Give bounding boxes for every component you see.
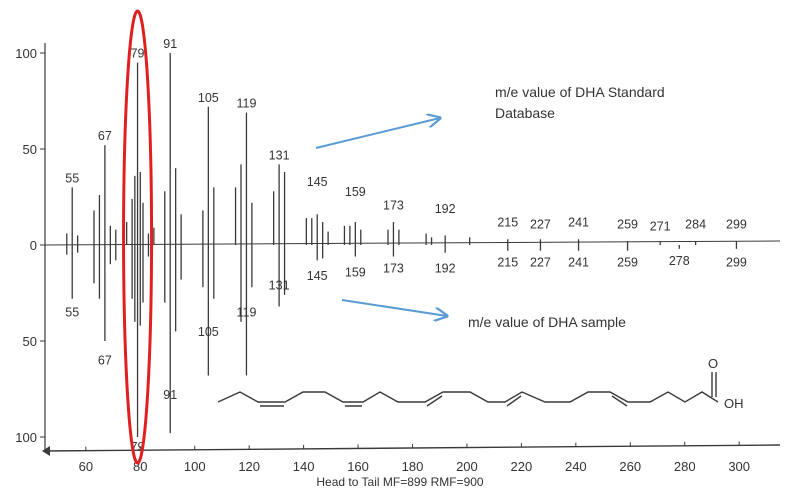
peak-label-67: 67 [98,129,112,143]
peak-label-67: 67 [98,354,112,368]
peak-label-192: 192 [435,202,456,216]
x-tick-label: 220 [511,459,533,474]
peak-label-159: 159 [345,185,366,199]
peak-label-55: 55 [65,171,79,185]
peak-label-119: 119 [236,306,256,320]
peak-label-91: 91 [163,388,177,402]
x-tick-label: 100 [184,459,206,474]
y-tick-label: 0 [30,238,37,253]
y-tick-label: 100 [15,430,37,445]
x-tick-label: 120 [238,459,260,474]
peak-label-278: 278 [669,254,690,268]
structure-hydroxyl-label: OH [724,396,744,411]
x-tick-label: 200 [456,459,478,474]
x-axis-arrow-icon [42,446,50,456]
y-tick-label: 50 [23,334,37,349]
x-tick-label: 300 [728,459,750,474]
peak-label-215: 215 [497,256,518,270]
match-score-footer: Head to Tail MF=899 RMF=900 [316,475,484,489]
peak-label-215: 215 [497,216,518,230]
peak-label-105: 105 [198,325,219,339]
highlight-ellipse [122,9,154,465]
annotation-standard-line1: m/e value of DHA Standard [495,84,665,100]
peak-label-79: 79 [131,47,145,61]
peak-label-173: 173 [383,261,404,275]
peak-label-105: 105 [198,91,219,105]
peak-label-271: 271 [650,219,671,233]
peak-label-55: 55 [65,306,79,320]
x-tick-label: 160 [347,459,369,474]
peak-label-284: 284 [685,217,706,231]
peak-label-227: 227 [530,217,551,231]
peak-label-119: 119 [236,97,256,111]
x-tick-label: 180 [402,459,424,474]
peak-label-259: 259 [617,256,638,270]
sample-spectrum-peaks [66,245,738,437]
structure-oxygen-label: O [708,356,718,371]
x-tick-label: 240 [565,459,587,474]
annotation-arrow-sample [341,299,447,316]
peak-label-192: 192 [435,261,456,275]
peak-label-241: 241 [568,216,589,230]
x-tick-label: 60 [79,459,93,474]
annotation-standard-line2: Database [495,105,555,121]
peak-label-159: 159 [345,265,366,279]
dha-structure [217,372,719,407]
peak-label-145: 145 [307,175,328,189]
x-tick-label: 260 [619,459,641,474]
peak-labels: 55 67 79 91 105 119 131 145 159 173 192 215 227 241 25… [65,37,747,454]
peak-label-259: 259 [617,217,638,231]
peak-label-131: 131 [269,279,290,293]
peak-label-145: 145 [307,269,328,283]
peak-label-173: 173 [383,198,404,212]
peak-label-91: 91 [163,37,177,51]
standard-spectrum-peaks [66,53,738,245]
annotation-sample: m/e value of DHA sample [468,314,626,330]
peak-label-299: 299 [726,256,747,270]
peak-label-241: 241 [568,256,589,270]
peak-label-227: 227 [530,256,551,270]
x-tick-label: 280 [674,459,696,474]
y-tick-label: 50 [23,142,37,157]
x-tick-label: 140 [293,459,315,474]
peak-label-299: 299 [726,217,747,231]
zero-baseline [44,240,781,246]
y-tick-label: 100 [15,46,37,61]
annotation-arrow-standard [315,118,440,149]
peak-label-131: 131 [269,148,290,162]
